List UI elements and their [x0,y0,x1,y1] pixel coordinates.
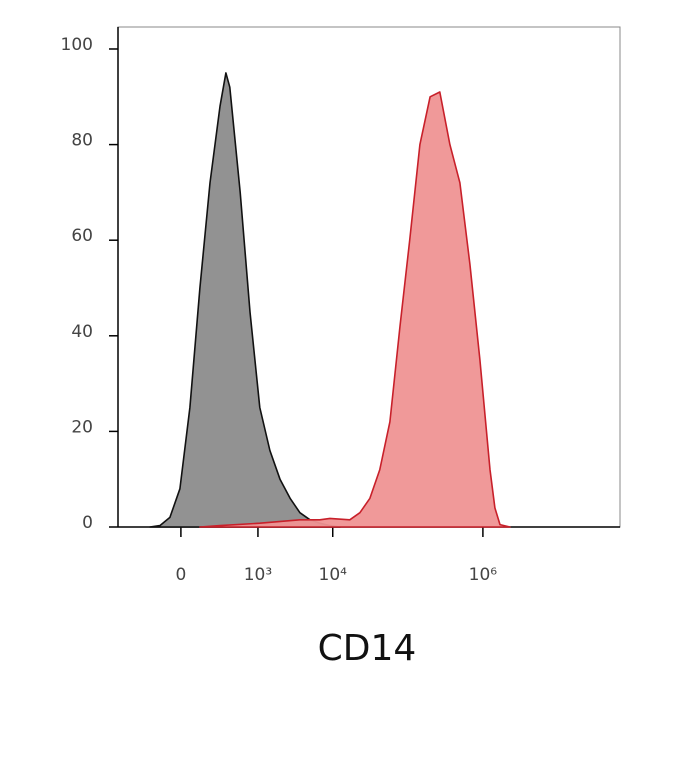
y-tick-label: 0 [82,513,93,533]
x-tick-label: 10⁴ [319,565,348,585]
histogram-area [149,72,341,528]
y-tick-label: 20 [71,417,93,437]
x-tick-label: 10³ [244,565,272,585]
y-tick-label: 100 [61,35,93,55]
x-axis-label: CD14 [318,628,417,669]
x-tick-label: 0 [175,565,186,585]
y-tick-label: 80 [71,131,93,151]
y-tick-label: 60 [71,226,93,246]
y-tick-label: 40 [71,322,93,342]
x-tick-label: 10⁶ [469,565,498,585]
histogram-area [199,91,511,528]
